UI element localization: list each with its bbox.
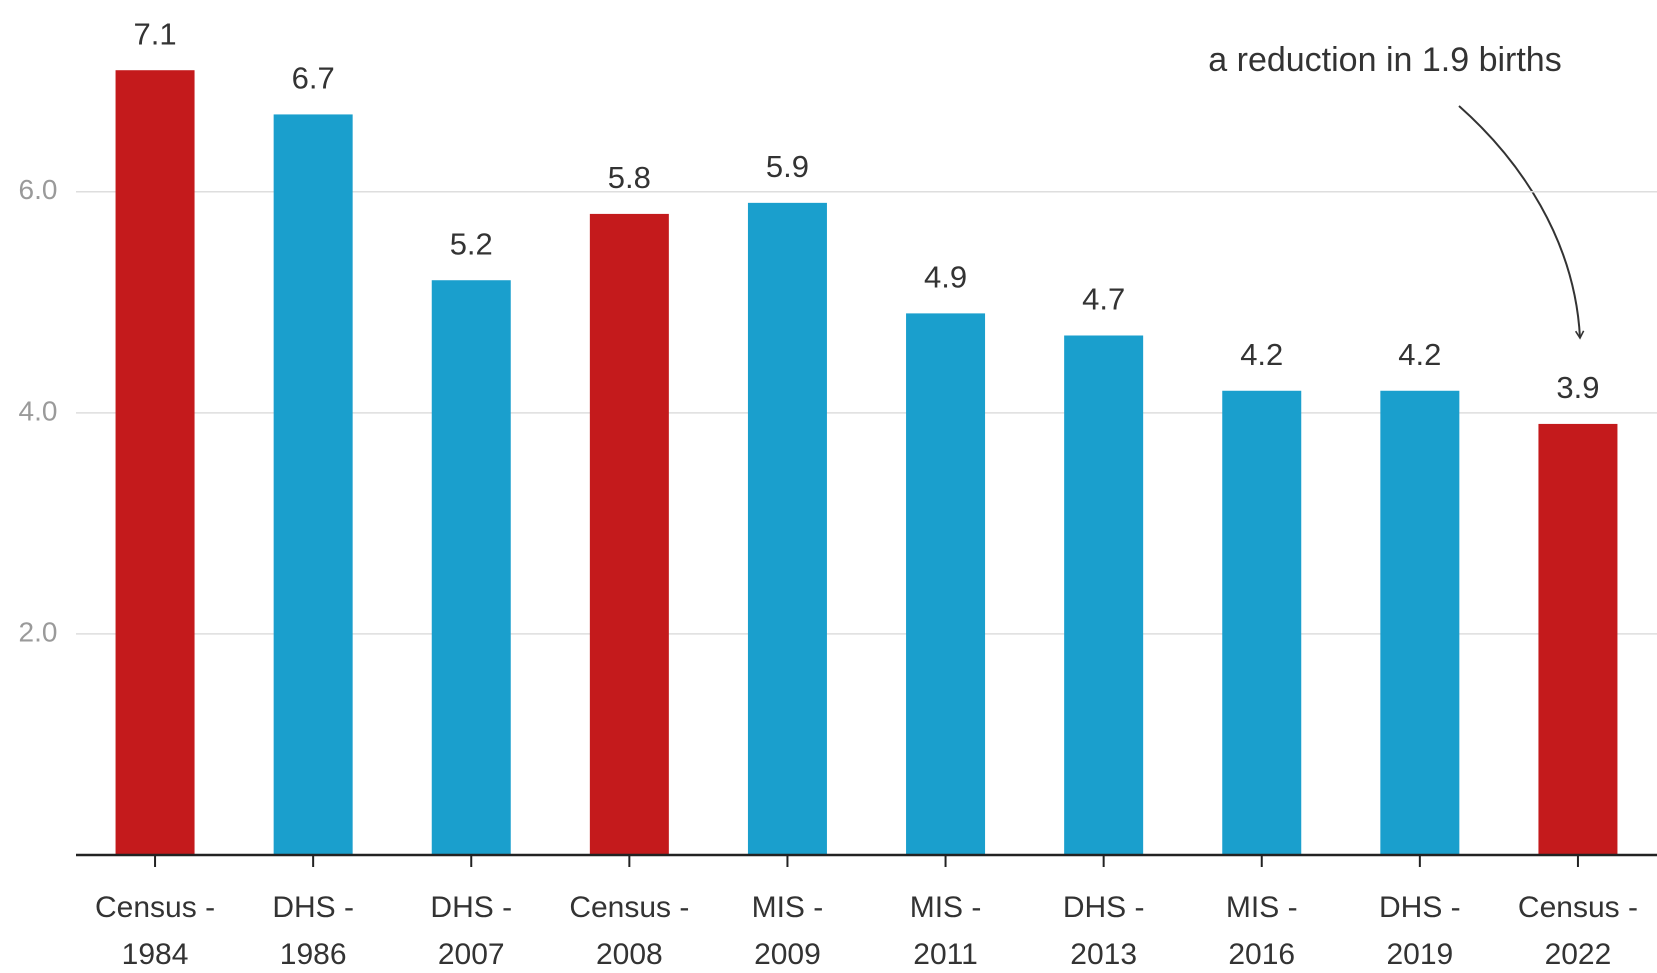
value-label: 5.9 bbox=[766, 149, 809, 184]
annotation: a reduction in 1.9 births bbox=[1208, 41, 1561, 79]
x-tick-label: DHS - bbox=[1063, 891, 1145, 924]
x-tick-label: 2007 bbox=[438, 938, 505, 971]
value-label: 3.9 bbox=[1556, 370, 1599, 405]
bar bbox=[1064, 335, 1144, 855]
x-tick-label: 2016 bbox=[1228, 938, 1295, 971]
x-tick-label: MIS - bbox=[910, 891, 982, 924]
bar bbox=[115, 70, 195, 856]
bar bbox=[1222, 390, 1302, 855]
x-tick-label: 2011 bbox=[913, 938, 978, 971]
value-label: 7.1 bbox=[133, 16, 176, 51]
x-tick-label: DHS - bbox=[1379, 891, 1461, 924]
x-tick-label: MIS - bbox=[752, 891, 824, 924]
bar bbox=[273, 114, 353, 856]
x-tick-label: DHS - bbox=[272, 891, 354, 924]
x-tick-label: DHS - bbox=[430, 891, 512, 924]
x-tick-label: Census - bbox=[569, 891, 689, 924]
x-tick-label: MIS - bbox=[1226, 891, 1298, 924]
x-tick-label: 1986 bbox=[280, 938, 347, 971]
value-label: 5.8 bbox=[608, 160, 651, 195]
bar bbox=[589, 213, 669, 855]
x-tick-label: 1984 bbox=[122, 938, 189, 971]
bar bbox=[1538, 423, 1618, 855]
x-tick-label: Census - bbox=[95, 891, 215, 924]
y-tick-label: 4.0 bbox=[19, 395, 58, 426]
x-tick-label: Census - bbox=[1518, 891, 1638, 924]
bar bbox=[431, 280, 511, 855]
value-label: 4.2 bbox=[1398, 337, 1441, 372]
y-tick-label: 6.0 bbox=[19, 174, 58, 205]
value-label: 5.2 bbox=[450, 226, 493, 261]
value-label: 4.7 bbox=[1082, 282, 1125, 317]
x-tick-label: 2022 bbox=[1545, 938, 1612, 971]
x-tick-label: 2008 bbox=[596, 938, 663, 971]
y-tick-label: 2.0 bbox=[19, 616, 58, 647]
x-tick-label: 2009 bbox=[754, 938, 821, 971]
value-label: 4.2 bbox=[1240, 337, 1283, 372]
bar bbox=[747, 202, 827, 855]
value-label: 6.7 bbox=[292, 61, 335, 96]
bar bbox=[906, 313, 986, 855]
x-tick-label: 2013 bbox=[1070, 938, 1137, 971]
bar bbox=[1380, 390, 1460, 855]
value-label: 4.9 bbox=[924, 260, 967, 295]
annotation-arrow bbox=[1458, 105, 1585, 340]
x-tick-label: 2019 bbox=[1386, 938, 1453, 971]
